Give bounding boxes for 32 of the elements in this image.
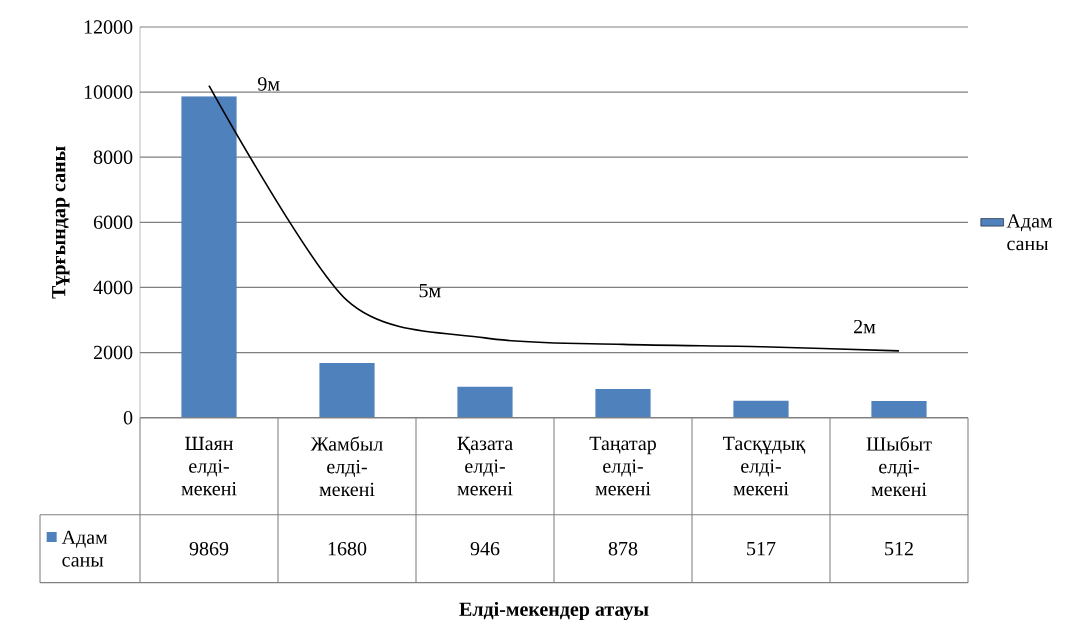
text: Елді-мекендер атауы (459, 602, 649, 621)
y-axis-title: Тұрғындар саны (52, 146, 70, 299)
bar (319, 363, 375, 418)
x-tick-label: Таңатар елді-мекені (589, 437, 656, 496)
x-tick-label: Тасқұдық елді-мекені (723, 437, 806, 496)
y-tick-label: 0 (123, 411, 133, 425)
y-tick-label: 10000 (84, 85, 133, 100)
bar (595, 389, 651, 418)
bar (733, 401, 789, 418)
annotation: 2м (854, 320, 876, 334)
y-tick-label: 6000 (93, 215, 133, 230)
bar (181, 96, 237, 418)
y-tick-label: 12000 (84, 20, 133, 34)
data-label: 512 (885, 542, 913, 556)
y-tick-label: 8000 (93, 150, 133, 165)
y-tick-label: 4000 (93, 280, 133, 295)
data-label: 9869 (189, 542, 229, 556)
x-tick-label: Жамбыл елді-мекені (310, 436, 383, 497)
data-label: 878 (608, 542, 638, 556)
x-tick-label: Шыбыт елді-мекені (866, 436, 932, 497)
text: Адам саны (61, 530, 108, 567)
x-tick-label: Шаян елді-мекені (181, 437, 237, 496)
x-tick-label: Қазата елді-мекені (457, 437, 513, 496)
bar (457, 387, 513, 418)
legend-label: Адам саны (1006, 214, 1053, 251)
annotation: 9м (257, 77, 280, 91)
annotation: 5м (419, 284, 441, 298)
y-tick-label: 2000 (93, 345, 133, 360)
data-label: 946 (470, 542, 500, 556)
data-label: 517 (747, 542, 776, 556)
data-label: 1680 (328, 542, 367, 556)
bar (871, 401, 927, 418)
